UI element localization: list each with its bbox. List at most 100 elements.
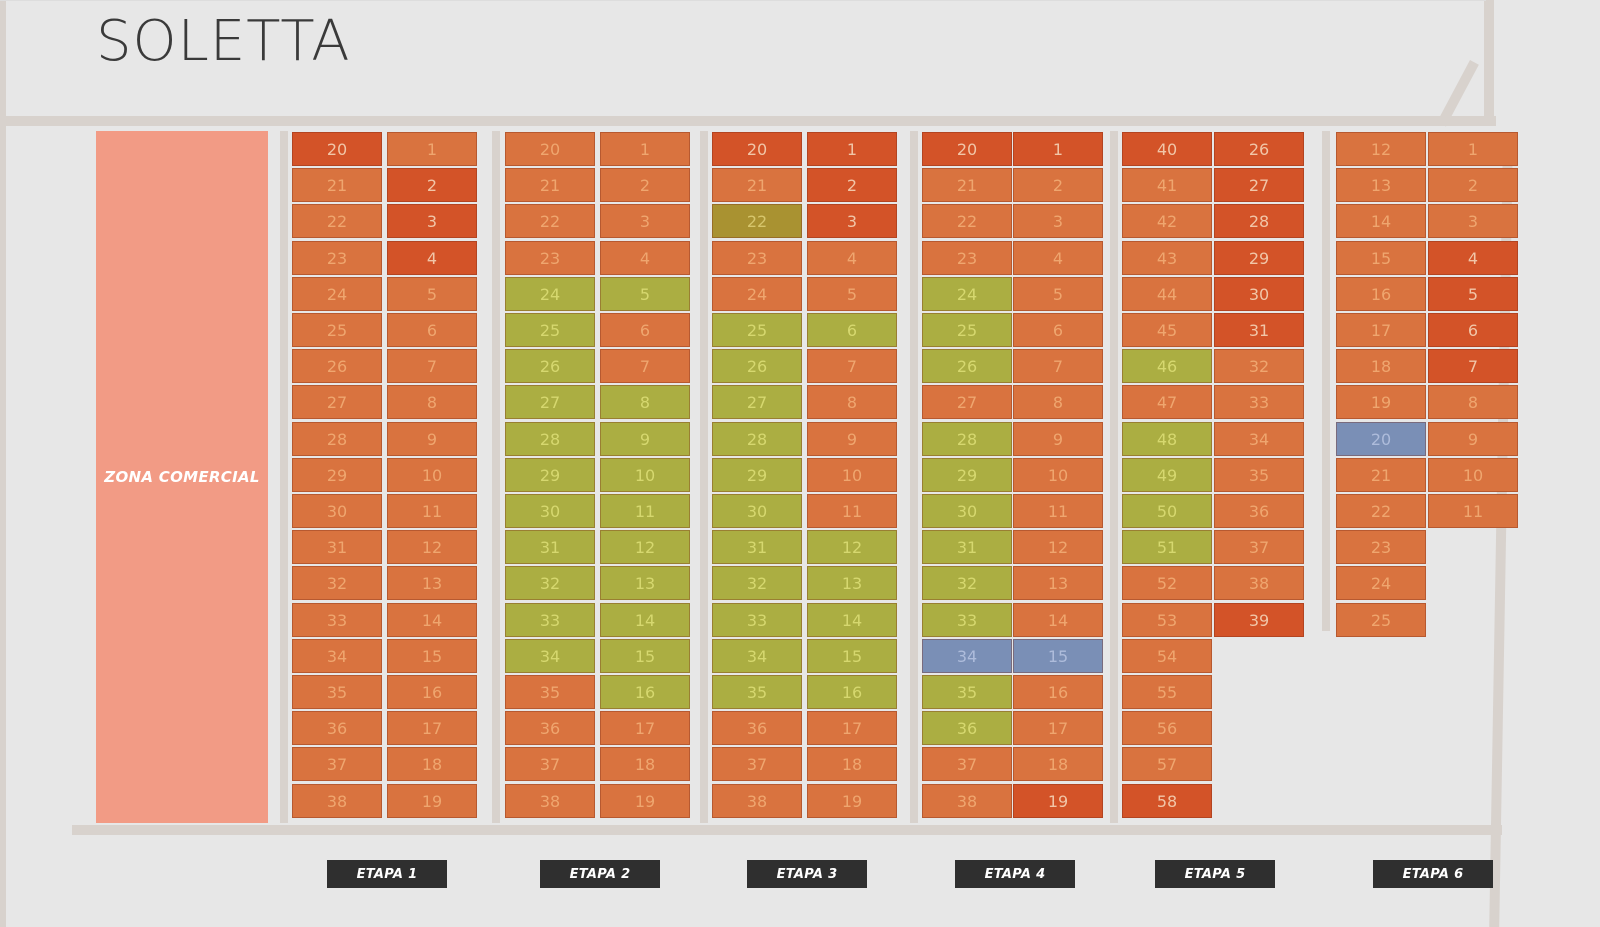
lot-1-29[interactable]: 29 [292, 458, 382, 492]
lot-4-7[interactable]: 7 [1013, 349, 1103, 383]
lot-6-25[interactable]: 25 [1336, 603, 1426, 637]
lot-5-57[interactable]: 57 [1122, 747, 1212, 781]
lot-5-29[interactable]: 29 [1214, 241, 1304, 275]
lot-3-17[interactable]: 17 [807, 711, 897, 745]
lot-4-31[interactable]: 31 [922, 530, 1012, 564]
lot-6-21[interactable]: 21 [1336, 458, 1426, 492]
lot-3-13[interactable]: 13 [807, 566, 897, 600]
lot-2-29[interactable]: 29 [505, 458, 595, 492]
lot-1-7[interactable]: 7 [387, 349, 477, 383]
lot-2-27[interactable]: 27 [505, 385, 595, 419]
lot-5-34[interactable]: 34 [1214, 422, 1304, 456]
lot-1-16[interactable]: 16 [387, 675, 477, 709]
lot-2-13[interactable]: 13 [600, 566, 690, 600]
lot-5-36[interactable]: 36 [1214, 494, 1304, 528]
lot-6-17[interactable]: 17 [1336, 313, 1426, 347]
lot-1-24[interactable]: 24 [292, 277, 382, 311]
lot-1-12[interactable]: 12 [387, 530, 477, 564]
lot-4-38[interactable]: 38 [922, 784, 1012, 818]
lot-4-8[interactable]: 8 [1013, 385, 1103, 419]
lot-1-15[interactable]: 15 [387, 639, 477, 673]
lot-6-14[interactable]: 14 [1336, 204, 1426, 238]
lot-4-6[interactable]: 6 [1013, 313, 1103, 347]
lot-5-38[interactable]: 38 [1214, 566, 1304, 600]
lot-6-15[interactable]: 15 [1336, 241, 1426, 275]
lot-6-23[interactable]: 23 [1336, 530, 1426, 564]
lot-1-19[interactable]: 19 [387, 784, 477, 818]
lot-4-11[interactable]: 11 [1013, 494, 1103, 528]
etapa-label-6[interactable]: ETAPA 6 [1373, 860, 1493, 888]
lot-6-3[interactable]: 3 [1428, 204, 1518, 238]
lot-5-32[interactable]: 32 [1214, 349, 1304, 383]
lot-2-25[interactable]: 25 [505, 313, 595, 347]
lot-1-4[interactable]: 4 [387, 241, 477, 275]
lot-4-29[interactable]: 29 [922, 458, 1012, 492]
lot-2-7[interactable]: 7 [600, 349, 690, 383]
lot-1-1[interactable]: 1 [387, 132, 477, 166]
lot-2-9[interactable]: 9 [600, 422, 690, 456]
lot-2-21[interactable]: 21 [505, 168, 595, 202]
lot-1-37[interactable]: 37 [292, 747, 382, 781]
lot-4-28[interactable]: 28 [922, 422, 1012, 456]
lot-2-3[interactable]: 3 [600, 204, 690, 238]
lot-2-2[interactable]: 2 [600, 168, 690, 202]
lot-4-9[interactable]: 9 [1013, 422, 1103, 456]
lot-5-40[interactable]: 40 [1122, 132, 1212, 166]
lot-3-7[interactable]: 7 [807, 349, 897, 383]
lot-4-18[interactable]: 18 [1013, 747, 1103, 781]
lot-1-26[interactable]: 26 [292, 349, 382, 383]
lot-2-28[interactable]: 28 [505, 422, 595, 456]
lot-1-2[interactable]: 2 [387, 168, 477, 202]
lot-5-54[interactable]: 54 [1122, 639, 1212, 673]
lot-1-11[interactable]: 11 [387, 494, 477, 528]
lot-5-44[interactable]: 44 [1122, 277, 1212, 311]
lot-3-38[interactable]: 38 [712, 784, 802, 818]
lot-5-50[interactable]: 50 [1122, 494, 1212, 528]
lot-5-49[interactable]: 49 [1122, 458, 1212, 492]
lot-6-6[interactable]: 6 [1428, 313, 1518, 347]
lot-4-37[interactable]: 37 [922, 747, 1012, 781]
lot-2-35[interactable]: 35 [505, 675, 595, 709]
lot-4-12[interactable]: 12 [1013, 530, 1103, 564]
lot-1-35[interactable]: 35 [292, 675, 382, 709]
lot-5-35[interactable]: 35 [1214, 458, 1304, 492]
lot-4-23[interactable]: 23 [922, 241, 1012, 275]
lot-2-11[interactable]: 11 [600, 494, 690, 528]
lot-3-5[interactable]: 5 [807, 277, 897, 311]
lot-2-14[interactable]: 14 [600, 603, 690, 637]
lot-5-26[interactable]: 26 [1214, 132, 1304, 166]
lot-1-21[interactable]: 21 [292, 168, 382, 202]
lot-3-6[interactable]: 6 [807, 313, 897, 347]
lot-2-32[interactable]: 32 [505, 566, 595, 600]
lot-1-18[interactable]: 18 [387, 747, 477, 781]
lot-5-58[interactable]: 58 [1122, 784, 1212, 818]
lot-6-11[interactable]: 11 [1428, 494, 1518, 528]
lot-2-34[interactable]: 34 [505, 639, 595, 673]
lot-4-3[interactable]: 3 [1013, 204, 1103, 238]
lot-1-23[interactable]: 23 [292, 241, 382, 275]
lot-6-8[interactable]: 8 [1428, 385, 1518, 419]
lot-5-41[interactable]: 41 [1122, 168, 1212, 202]
lot-1-14[interactable]: 14 [387, 603, 477, 637]
lot-4-34[interactable]: 34 [922, 639, 1012, 673]
lot-2-22[interactable]: 22 [505, 204, 595, 238]
lot-4-36[interactable]: 36 [922, 711, 1012, 745]
lot-1-36[interactable]: 36 [292, 711, 382, 745]
lot-3-28[interactable]: 28 [712, 422, 802, 456]
lot-4-33[interactable]: 33 [922, 603, 1012, 637]
etapa-label-4[interactable]: ETAPA 4 [955, 860, 1075, 888]
lot-3-22[interactable]: 22 [712, 204, 802, 238]
lot-1-6[interactable]: 6 [387, 313, 477, 347]
lot-2-30[interactable]: 30 [505, 494, 595, 528]
lot-4-26[interactable]: 26 [922, 349, 1012, 383]
lot-5-55[interactable]: 55 [1122, 675, 1212, 709]
lot-4-22[interactable]: 22 [922, 204, 1012, 238]
lot-4-24[interactable]: 24 [922, 277, 1012, 311]
lot-4-10[interactable]: 10 [1013, 458, 1103, 492]
lot-3-1[interactable]: 1 [807, 132, 897, 166]
lot-5-51[interactable]: 51 [1122, 530, 1212, 564]
zona-comercial[interactable]: ZONA COMERCIAL [96, 131, 268, 823]
lot-2-20[interactable]: 20 [505, 132, 595, 166]
lot-6-22[interactable]: 22 [1336, 494, 1426, 528]
lot-2-16[interactable]: 16 [600, 675, 690, 709]
